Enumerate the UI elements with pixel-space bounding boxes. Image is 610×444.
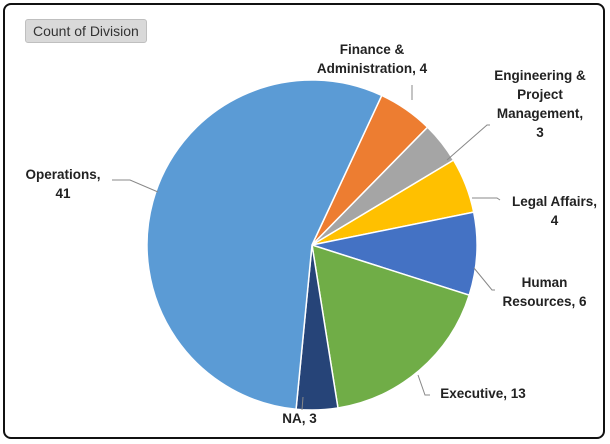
leader-lines	[112, 85, 501, 411]
data-label: Legal Affairs, 4	[502, 192, 607, 230]
category-label: NA	[282, 411, 302, 426]
label-separator: ,	[593, 194, 598, 209]
value-label: 3	[309, 411, 317, 426]
data-label: Human Resources, 6	[497, 273, 592, 311]
value-label: 13	[510, 386, 526, 401]
label-text: Engineering & Project Management,	[494, 68, 586, 121]
leader-line	[417, 374, 430, 396]
pie-slice	[311, 243, 471, 409]
data-label: Executive, 13	[428, 384, 538, 403]
category-label: Operations	[25, 167, 97, 182]
value-label: 4	[550, 213, 559, 228]
leader-line	[112, 179, 159, 193]
label-separator: ,	[571, 294, 580, 309]
label-text: Operations,	[8, 165, 118, 184]
value-label: 3	[536, 125, 544, 140]
leader-line	[301, 396, 304, 411]
label-text: Executive,	[440, 386, 511, 401]
leader-line	[473, 267, 495, 291]
label-separator: ,	[301, 411, 310, 426]
leader-line	[446, 124, 490, 161]
label-text: Human Resources,	[502, 275, 579, 309]
label-text: NA,	[282, 411, 309, 426]
label-separator: ,	[579, 106, 584, 121]
label-separator: ,	[412, 61, 420, 76]
data-label: NA, 3	[262, 409, 337, 428]
data-label: Engineering & Project Management, 3	[485, 66, 595, 142]
category-label: Legal Affairs	[511, 194, 594, 209]
label-text: Legal Affairs,	[502, 192, 607, 211]
leader-line	[472, 197, 501, 201]
pie-slice	[146, 79, 383, 411]
label-separator: ,	[96, 167, 101, 182]
chart-title: Count of Division	[25, 19, 147, 43]
category-label: Engineering & Project Management	[494, 68, 586, 121]
category-label: Human Resources	[502, 275, 572, 309]
category-label: Finance & Administration	[316, 42, 413, 76]
label-text: Finance & Administration,	[317, 42, 420, 76]
category-label: Executive	[440, 386, 504, 401]
value-label: 4	[419, 61, 428, 76]
data-label: Finance & Administration, 4	[307, 40, 437, 78]
data-label: Operations, 41	[8, 165, 118, 203]
label-separator: ,	[503, 386, 511, 401]
value-label: 6	[579, 294, 587, 309]
value-label: 41	[55, 186, 71, 201]
